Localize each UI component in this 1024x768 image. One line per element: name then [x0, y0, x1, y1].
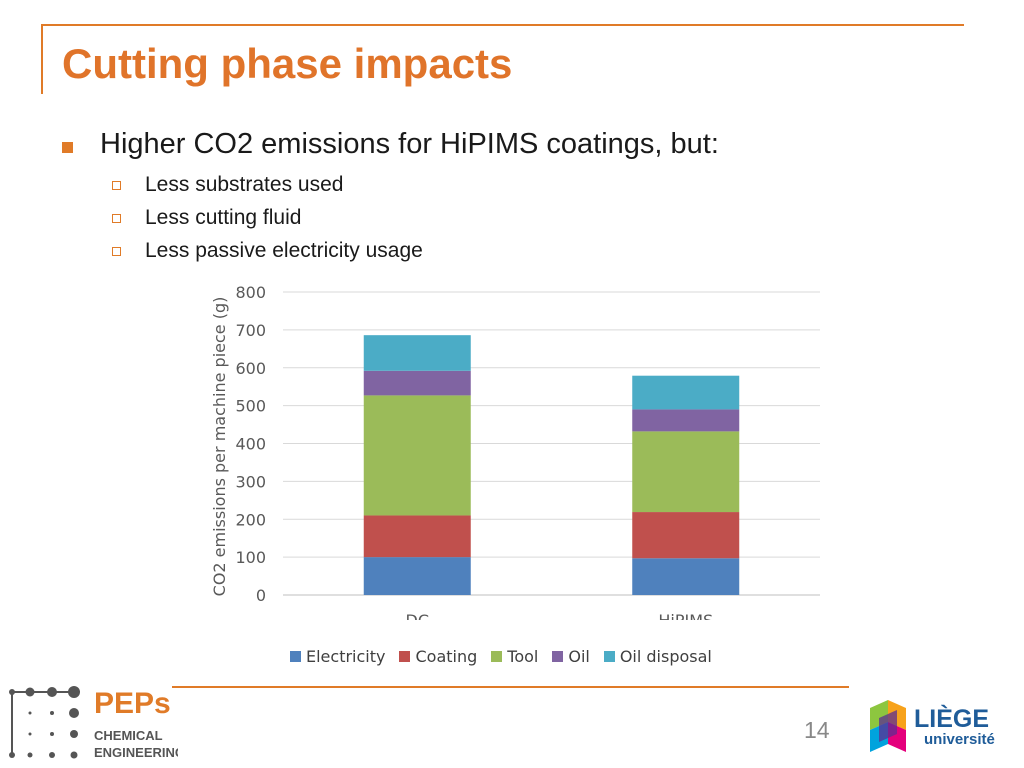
legend-item: Electricity — [290, 647, 385, 666]
liege-universite-logo: LIÈGE université — [870, 700, 995, 752]
sub-bullet-text: Less substrates used — [145, 173, 344, 196]
bar-segment — [632, 375, 740, 410]
legend-swatch — [491, 651, 503, 662]
y-tick-label: 100 — [235, 548, 266, 567]
x-tick-label: HiPIMS — [658, 611, 713, 620]
legend-label: Electricity — [306, 647, 386, 666]
title-frame-top-line — [41, 24, 964, 26]
peps-chemical-engineering-logo: PEPs CHEMICAL ENGINEERING — [9, 686, 178, 760]
y-tick-label: 300 — [235, 472, 266, 491]
legend-item: Oil disposal — [603, 647, 712, 666]
legend-swatch — [290, 651, 301, 662]
page-number: 14 — [804, 717, 830, 743]
checkbox-bullet-icon — [112, 214, 121, 223]
legend-item: Tool — [491, 647, 538, 666]
legend-label: Tool — [507, 647, 539, 666]
y-axis-label: CO2 emissions per machine piece (g) — [210, 297, 229, 597]
legend-label: Oil disposal — [619, 647, 712, 666]
bar-segment — [363, 515, 471, 558]
y-tick-label: 500 — [235, 397, 266, 416]
bar-segment — [363, 395, 471, 516]
bar-segment — [363, 370, 471, 396]
peps-logo-line2: ENGINEERING — [94, 745, 178, 760]
y-tick-label: 800 — [235, 283, 266, 302]
legend-swatch — [603, 651, 615, 662]
liege-logo-sub: université — [924, 731, 995, 748]
y-tick-label: 700 — [235, 321, 266, 340]
peps-logo-line1: CHEMICAL — [94, 728, 163, 743]
footer-line — [172, 686, 849, 688]
bar-segment — [632, 409, 740, 432]
y-tick-label: 0 — [256, 586, 266, 605]
slide-title: Cutting phase impacts — [62, 40, 513, 87]
checkbox-bullet-icon — [112, 181, 121, 190]
legend-label: Coating — [415, 647, 478, 666]
peps-logo-name: PEPs — [94, 687, 171, 720]
bar-segment — [632, 431, 740, 513]
bullet-square-icon — [62, 142, 73, 153]
main-bullet-text: Higher CO2 emissions for HiPIMS coatings… — [100, 128, 719, 160]
bar-segment — [363, 335, 471, 371]
sub-bullet-text: Less cutting fluid — [145, 206, 302, 229]
legend-swatch — [399, 651, 411, 662]
y-tick-label: 200 — [235, 510, 266, 529]
x-tick-label: DC — [406, 611, 430, 620]
bar-segment — [632, 512, 740, 559]
stacked-bar-chart: 0 100 200 300 400 500 600 700 800 DC HiPIMS CO2 emi… — [210, 283, 820, 620]
title-frame-left-line — [41, 24, 43, 94]
bar-segment — [363, 557, 471, 595]
checkbox-bullet-icon — [112, 247, 121, 256]
y-tick-label: 400 — [235, 435, 266, 454]
legend-swatch — [552, 651, 564, 662]
sub-bullet-text: Less passive electricity usage — [145, 239, 423, 262]
y-tick-label: 600 — [235, 359, 266, 378]
legend-label: Oil — [568, 647, 590, 666]
legend-item: Coating — [399, 647, 477, 666]
legend-item: Oil — [552, 647, 590, 666]
chart-legend: Electricity Coating Tool Oil Oil disposal — [290, 647, 726, 667]
liege-logo-name: LIÈGE — [914, 704, 989, 733]
bar-segment — [632, 558, 740, 595]
